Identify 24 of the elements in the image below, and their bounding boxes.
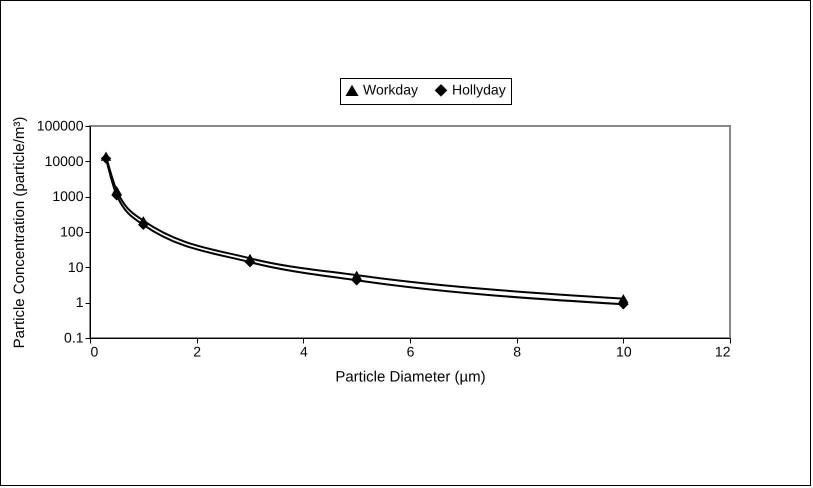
x-tick-label: 4 (300, 344, 308, 360)
x-tick-label: 6 (406, 344, 415, 360)
x-tick-label: 0 (90, 344, 98, 360)
x-tick-label: 10 (616, 344, 632, 360)
y-tick-label: 100000 (36, 118, 84, 134)
y-tick-label: 1 (76, 294, 84, 310)
y-tick-label: 10000 (44, 152, 84, 169)
x-axis-title: Particle Diameter (µm) (335, 368, 486, 386)
legend-label: Hollyday (452, 81, 506, 98)
point (138, 216, 149, 226)
point (618, 294, 629, 304)
x-tick-label: 2 (193, 344, 202, 360)
point (111, 186, 122, 195)
point (351, 270, 362, 280)
y-tick-label: 10 (68, 258, 84, 275)
y-axis-title: Particle Concentration (particle/m³) (10, 116, 28, 348)
y-tick-label: 1000 (52, 188, 84, 204)
point (100, 152, 112, 161)
y-tick-label: 100 (60, 224, 84, 240)
legend-label: Workday (363, 82, 418, 98)
x-tick-label: 8 (513, 344, 522, 360)
y-tick-label: 0.1 (64, 330, 84, 346)
point (244, 254, 256, 263)
x-tick-label: 12 (714, 344, 731, 360)
